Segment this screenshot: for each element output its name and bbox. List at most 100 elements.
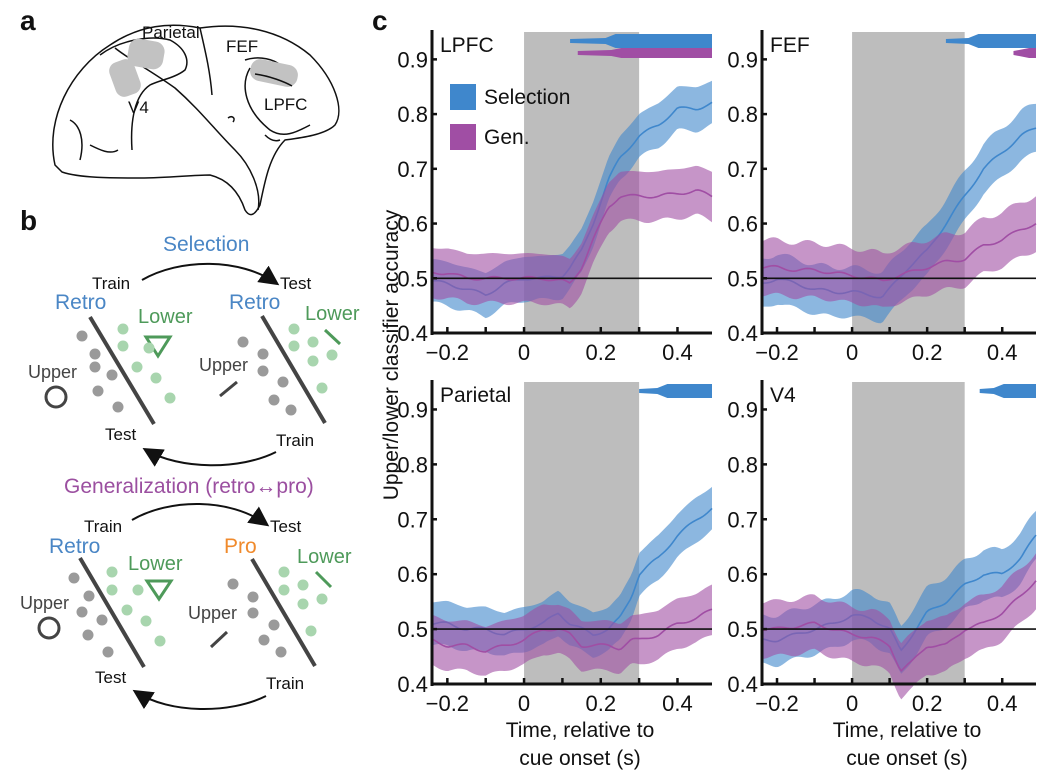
generalization-schematic: Generalization (retro↔pro) Train Test Re… <box>20 475 352 710</box>
y-tick-label: 0.7 <box>727 507 758 532</box>
x-tick-label: 0.4 <box>987 691 1018 716</box>
y-axis-title: Upper/lower classifier accuracy <box>380 209 403 500</box>
x-axis-title: Time, relative to <box>506 719 655 742</box>
legend-label: Gen. <box>484 126 530 149</box>
x-axis-title: cue onset (s) <box>846 747 967 770</box>
significance-bar-gen <box>577 48 712 58</box>
condition-label-retro: Retro <box>229 291 280 314</box>
condition-label-pro: Pro <box>224 535 257 558</box>
lower-label: Lower <box>305 303 360 325</box>
x-tick-label: 0.2 <box>912 691 943 716</box>
lower-line-stimulus-icon <box>314 570 333 589</box>
y-tick-label: 0.8 <box>397 102 428 127</box>
x-axis-title: Time, relative to <box>833 719 982 742</box>
subplot-lpfc: 0.4 0.5 0.6 0.7 0.8 0.9 −0.2 0 0.2 0.4 LPFC Selecti… <box>397 30 713 365</box>
subplot-title: FEF <box>770 34 810 57</box>
y-tick-label: 0.5 <box>397 617 428 642</box>
lower-line-stimulus-icon <box>323 328 342 346</box>
mean-line-gen <box>431 189 713 284</box>
x-tick-label: −0.2 <box>755 340 798 365</box>
subplot-title: Parietal <box>440 384 511 407</box>
lower-label: Lower <box>138 306 193 328</box>
x-tick-label: 0 <box>846 691 858 716</box>
y-tick-label: 0.4 <box>397 321 428 346</box>
decision-boundary <box>250 557 317 668</box>
upper-label: Upper <box>188 603 237 623</box>
subplot-title: V4 <box>770 384 796 407</box>
subplot-title: LPFC <box>440 34 494 57</box>
train-to-test-arrow <box>131 502 270 527</box>
sem-band-selection <box>432 486 712 658</box>
significance-bar-selection <box>570 34 712 48</box>
panel-letter-a: a <box>20 5 36 36</box>
x-tick-label: 0.2 <box>585 691 616 716</box>
test-label: Test <box>270 517 301 536</box>
y-tick-label: 0.6 <box>727 212 758 237</box>
x-tick-label: −0.2 <box>426 691 469 716</box>
y-tick-label: 0.5 <box>727 617 758 642</box>
decision-boundary <box>260 314 327 425</box>
subplot-parietal: 0.4 0.5 0.6 0.7 0.8 0.9 −0.2 0 0.2 0.4 Parietal Tim… <box>397 380 713 770</box>
decision-boundary <box>88 315 156 426</box>
decision-boundary <box>78 556 146 669</box>
generalization-title: Generalization (retro↔pro) <box>64 475 314 498</box>
upper-line-stimulus-icon <box>219 380 238 398</box>
train-label: Train <box>92 274 130 293</box>
train-label: Train <box>276 431 314 450</box>
lower-triangle-stimulus-icon <box>144 579 174 602</box>
lpfc-region <box>250 59 298 87</box>
sem-band-gen <box>762 196 1036 307</box>
mean-line-gen <box>761 222 1037 282</box>
x-tick-label: 0.2 <box>585 340 616 365</box>
upper-line-stimulus-icon <box>209 630 229 649</box>
train-to-test-arrow <box>132 689 267 710</box>
selection-schematic: Selection Train Test Retro Retro Lower L… <box>28 233 360 467</box>
test-label: Test <box>95 668 126 687</box>
x-tick-label: 0.4 <box>662 691 693 716</box>
train-to-test-arrow <box>142 447 277 467</box>
condition-label-retro: Retro <box>49 535 100 558</box>
y-tick-label: 0.9 <box>397 47 428 72</box>
lower-label: Lower <box>297 546 352 568</box>
region-label-parietal: Parietal <box>142 23 200 42</box>
train-to-test-arrow <box>141 262 280 286</box>
lower-dots <box>117 323 338 404</box>
v4-region <box>109 59 141 97</box>
y-tick-label: 0.6 <box>397 212 428 237</box>
y-tick-label: 0.6 <box>727 562 758 587</box>
significance-bar-gen <box>1013 48 1036 58</box>
test-label: Test <box>280 274 311 293</box>
y-tick-label: 0.7 <box>397 157 428 182</box>
x-tick-label: 0.2 <box>912 340 943 365</box>
subplot-fef: 0.4 0.5 0.6 0.7 0.8 0.9 −0.2 0 0.2 0.4 FEF <box>727 30 1037 365</box>
panel-letter-c: c <box>372 5 388 36</box>
legend-label: Selection <box>484 86 570 109</box>
y-tick-label: 0.4 <box>397 672 428 697</box>
x-tick-label: 0 <box>518 340 530 365</box>
region-label-v4: V4 <box>128 98 149 117</box>
train-label: Train <box>84 517 122 536</box>
y-tick-label: 0.9 <box>727 47 758 72</box>
parietal-region <box>127 38 165 70</box>
brain-diagram <box>52 24 340 216</box>
principal-sulcus <box>254 73 293 87</box>
x-tick-label: −0.2 <box>426 340 469 365</box>
y-tick-label: 0.4 <box>727 321 758 346</box>
train-label: Train <box>266 674 304 693</box>
y-tick-label: 0.5 <box>727 266 758 291</box>
sem-band-gen <box>432 165 712 309</box>
significance-bar-selection <box>979 384 1036 398</box>
upper-dots <box>68 572 287 658</box>
x-tick-label: 0 <box>518 691 530 716</box>
sem-band-gen <box>762 553 1036 700</box>
sem-band-selection <box>432 80 712 319</box>
lower-label: Lower <box>128 553 183 575</box>
y-tick-label: 0.5 <box>397 266 428 291</box>
x-tick-label: 0.4 <box>987 340 1018 365</box>
y-tick-label: 0.7 <box>397 507 428 532</box>
upper-dots <box>76 330 297 416</box>
x-tick-label: 0 <box>846 340 858 365</box>
y-tick-label: 0.8 <box>397 452 428 477</box>
selection-title: Selection <box>163 233 249 256</box>
